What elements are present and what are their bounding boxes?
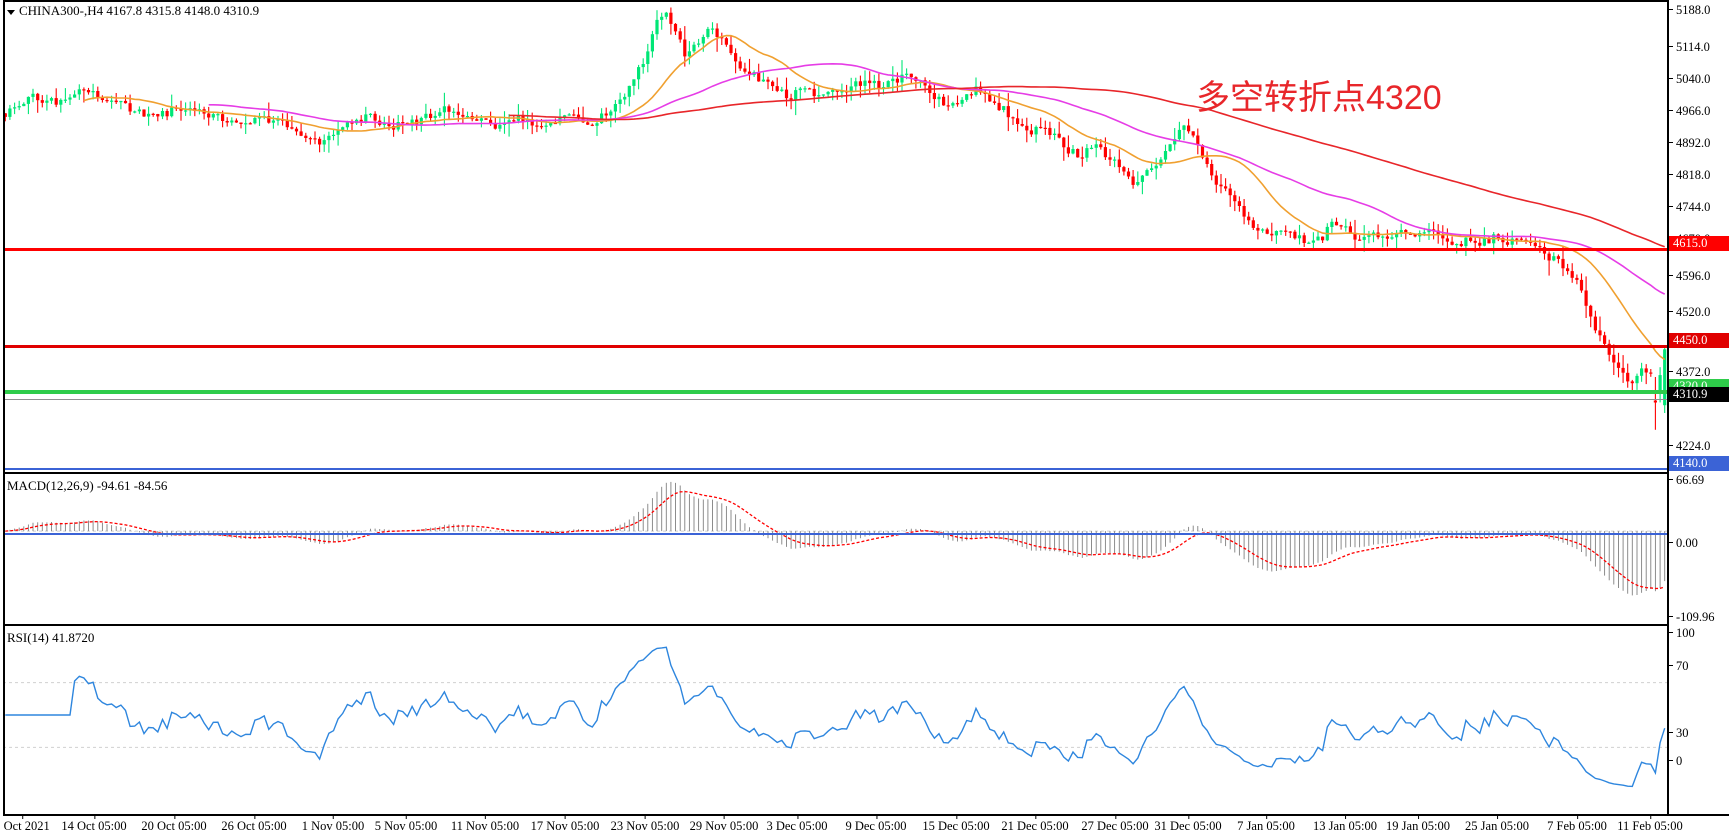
- level-tag-4140[interactable]: 4140.0: [1669, 456, 1729, 471]
- price-tick-4596-0: 4596.0: [1669, 269, 1729, 283]
- rsi-top-border: [3, 624, 1669, 626]
- chart-annotation[interactable]: 多空转折点4320: [1196, 79, 1442, 117]
- time-label: 27 Dec 05:00: [1081, 815, 1149, 833]
- price-scale[interactable]: 5188.0 5114.0 5040.0 4966.0 4892.0 4818.0 4744…: [1669, 0, 1729, 558]
- price-tick-4892-0: 4892.0: [1669, 136, 1729, 150]
- support-4025[interactable]: [5, 533, 1667, 535]
- chart-left-border: [3, 0, 5, 814]
- level-tag-4615[interactable]: 4615.0: [1669, 236, 1729, 251]
- current-price-tag[interactable]: 4310.9: [1669, 387, 1729, 402]
- price-pane[interactable]: [0, 0, 1729, 472]
- time-label: 19 Jan 05:00: [1386, 815, 1450, 833]
- level-tag-4450[interactable]: 4450.0: [1669, 333, 1729, 348]
- time-label: 13 Jan 05:00: [1313, 815, 1377, 833]
- macd-plot: [3, 481, 1667, 596]
- time-label: 11 Feb 05:00: [1617, 815, 1683, 833]
- rsi-caption[interactable]: RSI(14) 41.8720: [7, 630, 95, 645]
- price-tick-4372-0: 4372.0: [1669, 365, 1729, 379]
- time-label: 21 Dec 05:00: [1001, 815, 1069, 833]
- current-price-line[interactable]: [5, 399, 1667, 400]
- time-label: 7 Feb 05:00: [1547, 815, 1607, 833]
- time-label: 26 Oct 05:00: [221, 815, 287, 833]
- chart-bottom-border: [3, 814, 1729, 816]
- triangle-down-icon[interactable]: [7, 9, 15, 15]
- macd-pane[interactable]: [0, 476, 1729, 624]
- resistance-4450[interactable]: [5, 345, 1667, 348]
- time-label: 8 Oct 2021: [0, 815, 50, 834]
- price-tick-4966-0: 4966.0: [1669, 104, 1729, 118]
- price-tick-5040-0: 5040.0: [1669, 72, 1729, 86]
- time-axis[interactable]: 8 Oct 2021 14 Oct 05:00 20 Oct 05:00 26 Oct…: [0, 815, 1729, 840]
- price-tick-5188-0: 5188.0: [1669, 3, 1729, 17]
- scale-tick-70: 70: [1669, 659, 1729, 673]
- time-label: 7 Jan 05:00: [1237, 815, 1295, 833]
- time-label: 3 Dec 05:00: [766, 815, 828, 833]
- macd-top-border: [3, 472, 1669, 474]
- price-candles: [3, 7, 1667, 430]
- time-label: 1 Nov 05:00: [301, 815, 365, 833]
- scale-tick-000: 0.00: [1669, 536, 1729, 550]
- price-scale-separator: [1667, 0, 1669, 814]
- time-label: 17 Nov 05:00: [530, 815, 600, 833]
- support-4140[interactable]: [5, 468, 1667, 470]
- time-label: 9 Dec 05:00: [845, 815, 907, 833]
- macd-caption[interactable]: MACD(12,26,9) -94.61 -84.56: [7, 478, 168, 493]
- price-tick-4520-0: 4520.0: [1669, 305, 1729, 319]
- price-tick-4744-0: 4744.0: [1669, 200, 1729, 214]
- time-label: 25 Jan 05:00: [1465, 815, 1529, 833]
- time-label: 5 Nov 05:00: [374, 815, 438, 833]
- time-label: 15 Dec 05:00: [922, 815, 990, 833]
- time-label: 31 Dec 05:00: [1154, 815, 1222, 833]
- time-label: 11 Nov 05:00: [450, 815, 520, 833]
- macd-scale[interactable]: 66.69 0.00 -109.96: [1669, 473, 1729, 624]
- time-label: 29 Nov 05:00: [689, 815, 759, 833]
- time-label: 23 Nov 05:00: [610, 815, 680, 833]
- chart-top-border: [3, 0, 1669, 2]
- time-label: 14 Oct 05:00: [61, 815, 127, 833]
- scale-tick-100: 100: [1669, 626, 1729, 640]
- symbol-caption[interactable]: CHINA300-,H4 4167.8 4315.8 4148.0 4310.9: [7, 3, 259, 19]
- scale-tick-0: 0: [1669, 754, 1729, 768]
- scale-tick-6669: 66.69: [1669, 473, 1729, 487]
- price-tick-5114-0: 5114.0: [1669, 40, 1729, 54]
- rsi-scale[interactable]: 100 70 30 0: [1669, 626, 1729, 814]
- scale-tick-10996: -109.96: [1669, 610, 1729, 624]
- price-tick-4818-0: 4818.0: [1669, 168, 1729, 182]
- time-label: 20 Oct 05:00: [141, 815, 207, 833]
- scale-tick-30: 30: [1669, 726, 1729, 740]
- rsi-plot: [3, 646, 1667, 788]
- resistance-4615[interactable]: [5, 248, 1667, 251]
- rsi-pane[interactable]: [0, 628, 1729, 814]
- price-tick-4224-0: 4224.0: [1669, 439, 1729, 453]
- pivot-4320[interactable]: [5, 390, 1667, 394]
- symbol-caption-text: CHINA300-,H4 4167.8 4315.8 4148.0 4310.9: [19, 3, 260, 18]
